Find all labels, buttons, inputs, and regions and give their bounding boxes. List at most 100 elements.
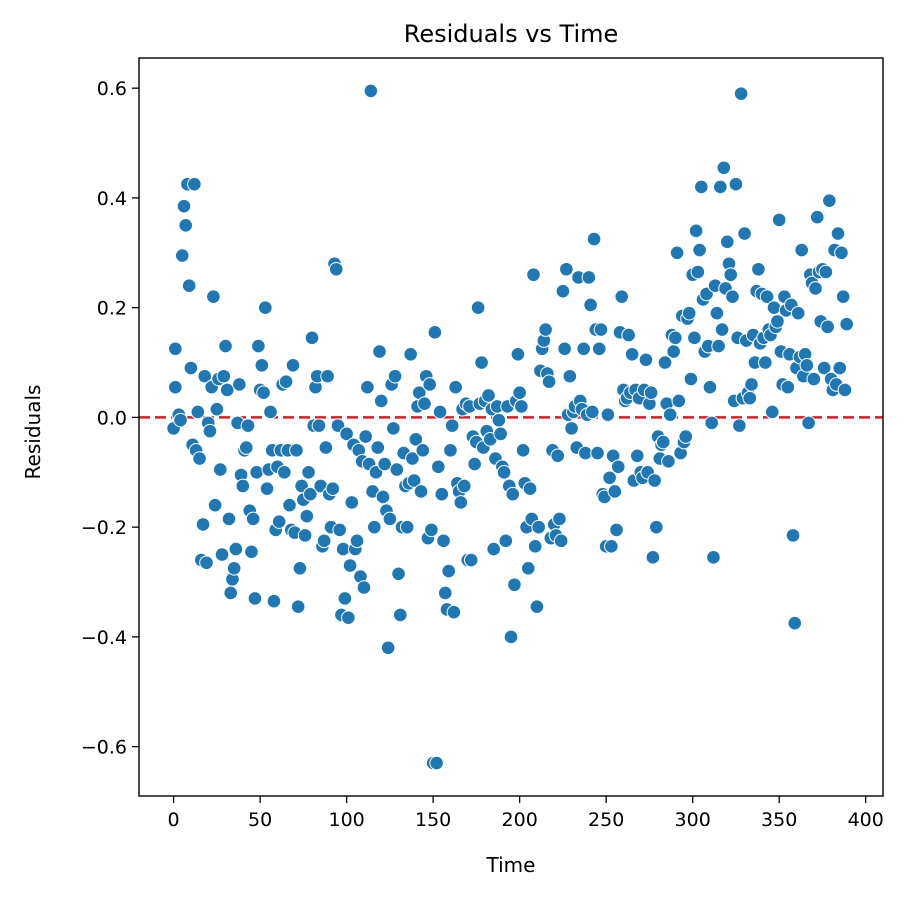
data-point: [443, 443, 458, 458]
data-point: [337, 591, 353, 606]
data-point: [818, 264, 834, 280]
y-tick-label: −0.4: [81, 627, 127, 649]
chart-title: Residuals vs Time: [404, 20, 619, 48]
data-point: [380, 640, 396, 656]
data-point: [771, 212, 787, 228]
data-point: [704, 415, 720, 431]
data-point: [453, 495, 469, 510]
data-point: [578, 445, 593, 461]
data-point: [655, 434, 671, 450]
x-tick-label: 50: [248, 809, 272, 831]
data-point: [444, 418, 460, 433]
data-point: [832, 360, 848, 376]
data-point: [432, 404, 448, 420]
data-point: [744, 377, 759, 392]
data-point: [266, 593, 282, 609]
data-point: [221, 511, 237, 527]
data-point: [624, 346, 640, 362]
data-point: [335, 541, 351, 557]
data-point: [263, 404, 278, 420]
plot-area-frame: [138, 57, 884, 797]
data-point: [174, 248, 190, 263]
data-point: [758, 355, 773, 370]
data-point: [522, 481, 538, 497]
data-point: [725, 289, 740, 304]
x-tick-label: 250: [588, 809, 624, 831]
data-point: [683, 371, 699, 387]
data-point: [367, 519, 382, 535]
data-point: [555, 283, 571, 299]
data-point: [552, 511, 567, 527]
data-point: [723, 267, 739, 283]
data-point: [527, 539, 543, 554]
data-point: [206, 289, 221, 304]
data-point: [363, 83, 379, 99]
data-point: [751, 261, 766, 277]
data-point: [207, 497, 223, 513]
data-point: [377, 456, 392, 472]
data-point: [837, 382, 853, 398]
data-point: [168, 379, 183, 395]
data-point: [304, 330, 320, 346]
data-point: [441, 563, 457, 579]
data-point: [356, 580, 372, 595]
data-point: [538, 322, 553, 337]
data-point: [199, 555, 214, 571]
data-point: [318, 440, 334, 455]
data-point: [759, 289, 775, 304]
data-point: [391, 566, 406, 582]
data-point: [593, 322, 609, 337]
data-point: [249, 464, 264, 480]
data-point: [531, 519, 546, 535]
data-point: [282, 497, 297, 513]
data-point: [514, 399, 529, 414]
data-point: [713, 179, 728, 195]
data-point: [647, 473, 662, 488]
data-point: [576, 341, 591, 357]
data-point: [562, 368, 578, 384]
data-point: [643, 385, 659, 401]
data-point: [456, 478, 472, 494]
data-point: [316, 533, 332, 549]
data-point: [244, 544, 259, 560]
data-point: [794, 242, 809, 258]
data-point: [382, 511, 398, 527]
data-point: [728, 176, 744, 192]
x-tick-label: 150: [415, 809, 451, 831]
data-point: [711, 338, 726, 354]
data-point: [806, 371, 822, 387]
y-axis-ticks: −0.6 −0.4 −0.2 0.0 0.2 0.4 0.6: [81, 78, 139, 759]
data-point: [770, 314, 785, 329]
data-point: [389, 462, 405, 477]
data-point: [437, 585, 453, 601]
data-point: [808, 281, 823, 296]
data-point: [417, 396, 432, 411]
data-point: [719, 234, 735, 250]
data-point: [405, 451, 420, 466]
data-point: [406, 473, 422, 488]
data-point: [297, 528, 313, 543]
data-point: [732, 418, 747, 433]
data-point: [403, 346, 418, 362]
y-tick-label: 0.6: [97, 78, 127, 100]
data-point: [526, 267, 541, 283]
data-point: [372, 344, 387, 359]
data-point: [238, 440, 254, 455]
data-point: [583, 297, 598, 313]
data-point: [408, 432, 424, 447]
data-point: [448, 379, 463, 395]
data-point: [491, 412, 507, 428]
data-point: [285, 357, 301, 373]
data-points: [166, 83, 854, 771]
data-point: [427, 325, 443, 340]
data-point: [645, 550, 661, 565]
x-tick-label: 350: [761, 809, 797, 831]
data-point: [325, 481, 341, 497]
data-point: [662, 407, 678, 422]
data-point: [271, 514, 287, 529]
data-point: [290, 599, 306, 614]
x-tick-label: 100: [328, 809, 364, 831]
data-point: [541, 374, 557, 390]
data-point: [586, 231, 602, 247]
